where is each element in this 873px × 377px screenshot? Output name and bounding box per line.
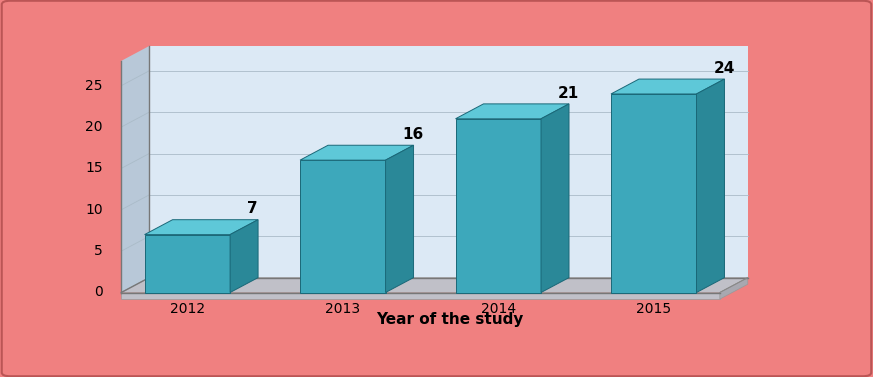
Text: 25: 25 [85,79,103,93]
Text: 5: 5 [94,244,103,258]
Polygon shape [121,277,748,293]
Polygon shape [145,234,230,293]
Text: 2015: 2015 [636,302,671,316]
Text: Year of the study: Year of the study [376,313,524,327]
Polygon shape [697,79,725,293]
Text: 16: 16 [402,127,423,142]
Text: 20: 20 [85,120,103,134]
Text: 10: 10 [85,203,103,217]
Text: 24: 24 [713,61,735,76]
Text: 2013: 2013 [326,302,361,316]
Polygon shape [230,220,258,293]
Polygon shape [121,46,149,293]
Polygon shape [611,94,697,293]
Polygon shape [456,119,541,293]
Polygon shape [541,104,569,293]
Polygon shape [145,220,258,234]
Text: 15: 15 [85,161,103,175]
Text: 0: 0 [94,285,103,299]
Text: 7: 7 [247,201,258,216]
Text: 21: 21 [558,86,579,101]
Polygon shape [121,293,720,299]
Polygon shape [300,160,386,293]
Polygon shape [300,145,414,160]
Polygon shape [149,46,748,277]
Polygon shape [720,277,748,299]
Polygon shape [611,79,725,94]
Polygon shape [386,145,414,293]
Text: 2014: 2014 [481,302,516,316]
Text: 2012: 2012 [169,302,205,316]
Polygon shape [456,104,569,119]
